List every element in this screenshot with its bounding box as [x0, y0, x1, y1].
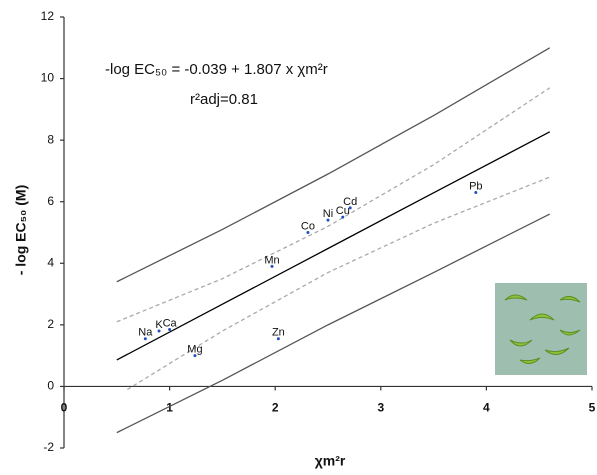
point-label: Cd	[343, 196, 357, 208]
point	[348, 206, 352, 210]
point	[168, 327, 172, 331]
y-tick-label: 8	[47, 132, 54, 146]
y-tick-label: 4	[47, 255, 54, 269]
point	[193, 354, 197, 358]
point	[474, 190, 478, 194]
fit-line	[127, 176, 551, 391]
x-tick-label: 1	[166, 401, 173, 415]
fit-line	[116, 87, 551, 323]
point	[341, 215, 345, 219]
point-label: Ca	[163, 317, 178, 329]
point-label: Mg	[187, 344, 202, 356]
y-tick-label: 10	[41, 71, 55, 85]
y-tick-label: 2	[47, 317, 54, 331]
x-tick-label: 5	[589, 401, 596, 415]
fit-line	[116, 131, 551, 361]
x-tick-label: 4	[483, 401, 490, 415]
fit-line	[116, 213, 551, 434]
point-label: Zn	[272, 327, 285, 339]
point	[326, 218, 330, 222]
fit-line	[116, 47, 551, 283]
point	[270, 264, 274, 268]
point	[143, 337, 147, 341]
y-tick-label: 6	[47, 194, 54, 208]
point	[276, 337, 280, 341]
y-tick-label: 0	[47, 379, 54, 393]
inset-photo	[495, 283, 587, 375]
point-label: Mn	[264, 254, 279, 266]
point-label: Na	[138, 327, 153, 339]
point-label: K	[155, 319, 163, 331]
point-label: Co	[301, 220, 315, 232]
x-tick-label: 3	[377, 401, 384, 415]
point-label: Cu	[336, 205, 350, 217]
equation: -log EC₅₀ = -0.039 + 1.807 x χm²r	[105, 61, 328, 78]
x-tick-label: 0	[61, 401, 68, 415]
x-tick-label: 2	[272, 401, 279, 415]
point	[157, 329, 161, 333]
r-squared: r²adj=0.81	[190, 91, 258, 108]
y-tick-label: -2	[43, 440, 54, 454]
point-label: Ni	[323, 208, 333, 220]
y-axis-label: - log EC₅₀ (M)	[13, 185, 29, 276]
x-axis-label: χm²r	[315, 453, 346, 469]
point	[306, 231, 310, 234]
point-label: Pb	[469, 180, 482, 192]
y-tick-label: 12	[41, 9, 55, 23]
